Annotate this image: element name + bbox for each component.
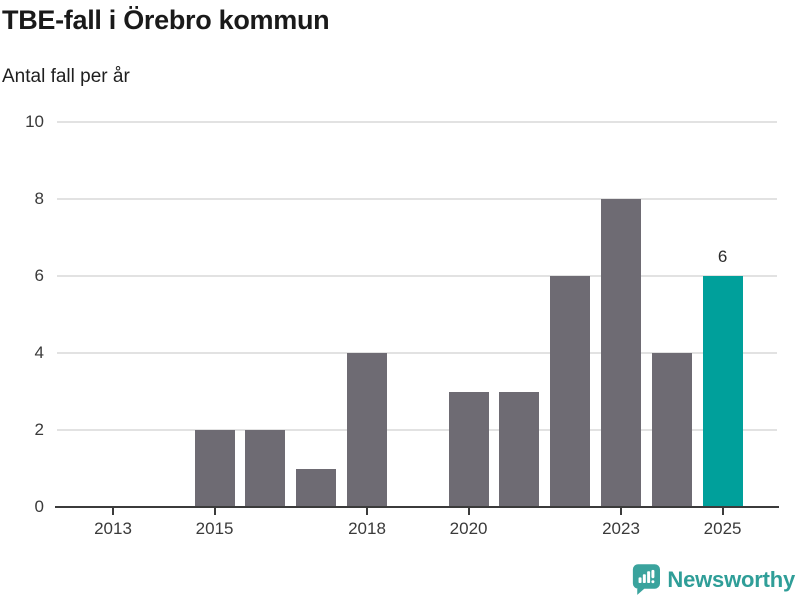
bar xyxy=(194,430,235,507)
chart-subtitle: Antal fall per år xyxy=(2,66,130,87)
y-axis-tick-label: 4 xyxy=(34,343,44,362)
x-axis-tick-label: 2025 xyxy=(703,519,742,538)
gridline xyxy=(57,429,777,431)
x-axis-tick-label: 2013 xyxy=(94,519,132,538)
x-axis-tick-label: 2015 xyxy=(195,519,234,538)
gridline xyxy=(57,198,777,200)
bar xyxy=(601,199,641,507)
y-axis-tick-label: 8 xyxy=(34,189,44,208)
bar xyxy=(550,276,591,507)
x-axis-tick-label: 2023 xyxy=(602,519,640,538)
gridline xyxy=(57,352,777,354)
newsworthy-chart-bubble-icon xyxy=(632,564,661,595)
y-axis-tick-label: 2 xyxy=(34,420,44,439)
bar xyxy=(651,353,692,507)
gridline xyxy=(57,275,777,277)
x-axis-tick-mark xyxy=(721,508,724,515)
y-axis-tick-label: 6 xyxy=(34,266,44,285)
x-axis-tick-label: 2018 xyxy=(348,519,386,538)
bar xyxy=(245,430,286,507)
bar xyxy=(296,468,337,507)
x-axis-tick-mark xyxy=(620,508,622,515)
bar xyxy=(347,353,387,507)
x-axis-tick-mark xyxy=(467,508,470,515)
bar xyxy=(448,391,489,507)
gridline xyxy=(57,121,777,123)
x-axis-tick-mark xyxy=(366,508,368,515)
x-axis-tick-mark xyxy=(213,508,216,515)
bar xyxy=(499,391,540,507)
y-axis-tick-label: 0 xyxy=(34,497,44,516)
x-axis-tick-label: 2020 xyxy=(449,519,488,538)
x-axis-line xyxy=(55,506,779,508)
newsworthy-logo[interactable]: Newsworthy xyxy=(632,564,795,595)
bar-value-label: 6 xyxy=(717,247,728,266)
bar-highlighted xyxy=(702,276,743,507)
chart-title: TBE-fall i Örebro kommun xyxy=(2,5,330,35)
x-axis-tick-mark xyxy=(112,508,114,515)
y-axis-tick-label: 10 xyxy=(25,112,44,131)
newsworthy-wordmark: Newsworthy xyxy=(667,566,795,592)
